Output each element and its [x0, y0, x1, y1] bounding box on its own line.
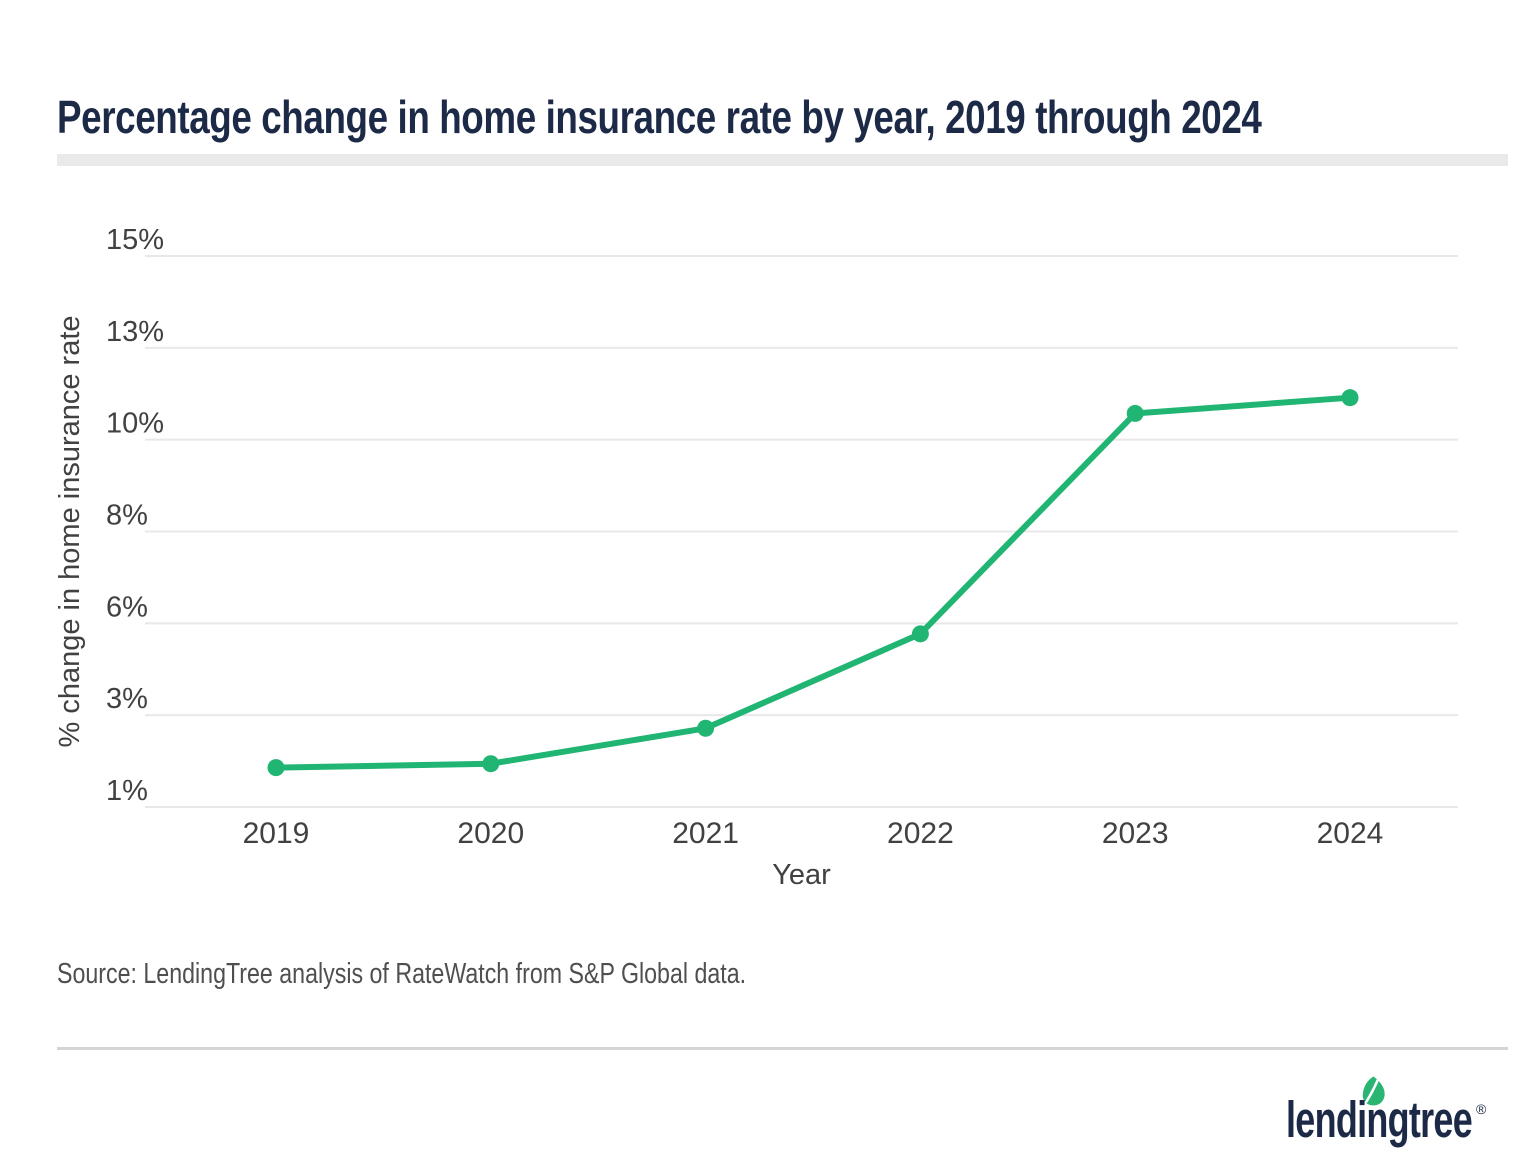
y-tick-label: 3% — [106, 683, 148, 715]
footer-divider — [57, 1047, 1508, 1050]
data-line — [273, 394, 1353, 771]
y-tick-label: 6% — [106, 591, 148, 623]
title-underline-bar — [57, 154, 1508, 166]
data-point — [267, 759, 285, 777]
y-tick-label: 13% — [106, 316, 164, 348]
data-point — [482, 755, 500, 773]
leaf-icon — [1362, 1076, 1385, 1106]
x-tick-label: 2019 — [243, 817, 310, 850]
data-point — [697, 719, 715, 737]
y-tick-label: 8% — [106, 500, 148, 532]
x-tick-label: 2023 — [1102, 817, 1169, 850]
x-tick-label: 2022 — [887, 817, 954, 850]
data-point — [911, 625, 929, 643]
x-tick-label: 2020 — [457, 817, 524, 850]
y-tick-label: 10% — [106, 408, 164, 440]
logo-wordmark-text: lendingtree — [1286, 1091, 1472, 1148]
page-title: Percentage change in home insurance rate… — [57, 91, 1262, 143]
data-point — [1341, 389, 1359, 407]
lendingtree-logo: lendingtree ® — [1286, 1076, 1487, 1148]
y-tick-label: 15% — [106, 224, 164, 256]
y-tick-label: 1% — [106, 775, 148, 807]
x-tick-label: 2024 — [1317, 817, 1384, 850]
data-point — [1126, 404, 1144, 422]
registered-trademark-symbol: ® — [1476, 1101, 1487, 1117]
source-note: Source: LendingTree analysis of RateWatc… — [57, 958, 747, 990]
x-tick-label: 2021 — [672, 817, 739, 850]
y-axis-title: % change in home insurance rate — [54, 315, 86, 747]
x-axis-title: Year — [772, 859, 831, 891]
